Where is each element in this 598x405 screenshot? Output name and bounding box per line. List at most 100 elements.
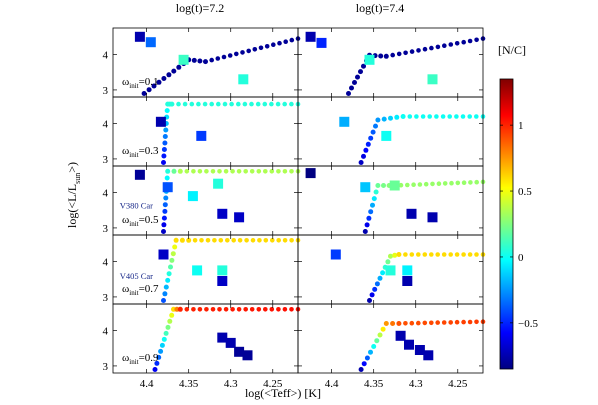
column-title-left: log(t)=7.2 <box>176 1 224 15</box>
track-point <box>429 320 434 326</box>
track-point <box>282 238 288 243</box>
track-point <box>223 169 229 174</box>
track-point <box>172 244 178 250</box>
track-point <box>409 252 415 257</box>
track-point <box>358 160 364 165</box>
track-point <box>390 52 396 58</box>
track-point <box>361 63 366 69</box>
track-point <box>390 321 396 326</box>
star-square <box>402 276 413 286</box>
track-point <box>179 237 185 243</box>
track-point <box>229 101 234 107</box>
track-point <box>403 321 408 326</box>
y-tick-label: 3 <box>103 361 109 373</box>
track-point <box>409 320 415 326</box>
track-point <box>262 101 268 107</box>
track-point <box>358 367 364 372</box>
star-square <box>414 345 425 355</box>
track-point <box>176 101 181 107</box>
track-point <box>216 101 221 107</box>
track-point <box>171 168 177 174</box>
track-point <box>161 222 167 228</box>
track-point <box>370 129 376 135</box>
track-point <box>396 252 402 257</box>
track-point <box>461 319 466 325</box>
track-point <box>205 238 211 243</box>
track-point <box>161 76 167 81</box>
star-square <box>406 208 417 219</box>
track-point <box>162 140 168 146</box>
track-point <box>435 252 441 257</box>
track-point <box>454 252 460 257</box>
track-point <box>349 85 354 91</box>
track-point <box>427 114 433 119</box>
track-point <box>474 37 479 43</box>
star-label: V405 Car <box>120 271 153 281</box>
track-point <box>429 45 434 51</box>
track-point <box>422 46 428 52</box>
star-square <box>364 54 375 65</box>
track-point <box>374 281 380 287</box>
track-point <box>209 101 214 107</box>
track-point <box>455 180 461 186</box>
track-point <box>255 101 261 107</box>
track-point <box>373 123 378 129</box>
star-square <box>427 212 438 223</box>
track-point <box>204 307 209 312</box>
star-square <box>134 169 145 180</box>
track-point <box>165 168 171 174</box>
track-point <box>244 238 249 243</box>
star-square <box>305 168 316 179</box>
track-point <box>161 229 166 234</box>
track-point <box>346 91 351 96</box>
track-point <box>234 51 239 57</box>
track-point <box>289 238 294 243</box>
star-square <box>395 330 406 341</box>
track-point <box>258 45 264 51</box>
x-tick-label: 4.35 <box>179 378 199 390</box>
track-point <box>442 43 447 48</box>
track-point <box>385 259 391 265</box>
track-point <box>364 222 370 228</box>
track-point <box>282 307 288 312</box>
track-point <box>423 181 429 187</box>
star-square <box>178 54 189 65</box>
track-point <box>146 87 152 93</box>
track-point <box>252 47 258 52</box>
omega-label: ωinit=0.9 <box>122 352 159 366</box>
track-point <box>361 153 366 159</box>
track-point <box>467 252 473 257</box>
track-point <box>184 307 190 312</box>
track-point <box>237 238 243 243</box>
y-axis-title-sub: sun <box>73 173 82 184</box>
track-point <box>163 127 169 133</box>
track-point <box>249 169 255 174</box>
track-point <box>365 141 371 147</box>
track-point <box>460 114 466 119</box>
track-point <box>405 182 410 188</box>
track-point <box>368 349 373 355</box>
track-point <box>441 252 447 257</box>
panel-r0-c1 <box>297 27 486 98</box>
track-point <box>162 208 168 214</box>
track-point <box>430 181 435 187</box>
track-point <box>171 68 177 74</box>
track-point <box>197 169 203 174</box>
y-tick-label: 3 <box>103 223 109 235</box>
colorbar-title: [N/C] <box>498 43 526 57</box>
y-axis-title-main: log(<L/L <box>65 184 79 228</box>
track-point <box>184 169 190 174</box>
track-point <box>388 253 393 259</box>
track-point <box>435 44 441 50</box>
track-point <box>289 307 294 312</box>
track-point <box>215 56 221 61</box>
track-point <box>474 179 480 185</box>
track-point <box>289 101 294 107</box>
star-square <box>155 116 166 127</box>
track-point <box>375 117 381 123</box>
track-point <box>363 147 369 153</box>
track-point <box>383 53 389 59</box>
track-point <box>151 83 157 89</box>
track-point <box>461 39 467 45</box>
star-square <box>234 346 245 357</box>
